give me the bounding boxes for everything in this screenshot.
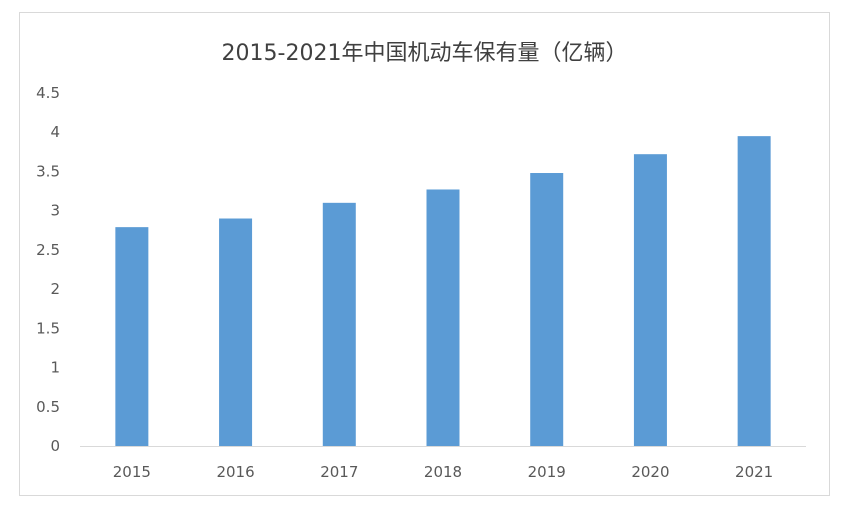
- y-tick-label: 1: [50, 359, 60, 377]
- y-tick-label: 3: [50, 202, 60, 220]
- bar-2019: [530, 173, 564, 446]
- y-tick-label: 1.5: [36, 319, 60, 337]
- y-axis-ticks: 0 0.5 1 1.5 2 2.5 3 3.5 4 4.5: [36, 84, 60, 455]
- y-tick-label: 0: [50, 437, 60, 455]
- bar-2016: [219, 218, 253, 446]
- chart-title: 2015-2021年中国机动车保有量（亿辆）: [221, 41, 628, 66]
- bar-2021: [737, 136, 771, 446]
- x-tick-label: 2020: [631, 463, 669, 481]
- chart-frame: 2015-2021年中国机动车保有量（亿辆）: [19, 12, 830, 496]
- y-tick-label: 4: [50, 123, 60, 141]
- y-tick-label: 0.5: [36, 398, 60, 416]
- x-tick-label: 2018: [424, 463, 462, 481]
- x-axis-ticks: 2015 2016 2017 2018 2019 2020 2021: [113, 463, 773, 481]
- x-tick-label: 2016: [216, 463, 254, 481]
- bar-2018: [426, 189, 460, 446]
- bar-series: [115, 136, 771, 447]
- y-tick-label: 2: [50, 280, 60, 298]
- y-tick-label: 4.5: [36, 84, 60, 102]
- x-tick-label: 2021: [735, 463, 773, 481]
- x-tick-label: 2017: [320, 463, 358, 481]
- x-tick-label: 2019: [528, 463, 566, 481]
- y-tick-label: 3.5: [36, 162, 60, 180]
- x-tick-label: 2015: [113, 463, 151, 481]
- bar-2015: [115, 227, 149, 446]
- y-tick-label: 2.5: [36, 241, 60, 259]
- bar-2020: [633, 154, 667, 447]
- bar-2017: [322, 202, 356, 446]
